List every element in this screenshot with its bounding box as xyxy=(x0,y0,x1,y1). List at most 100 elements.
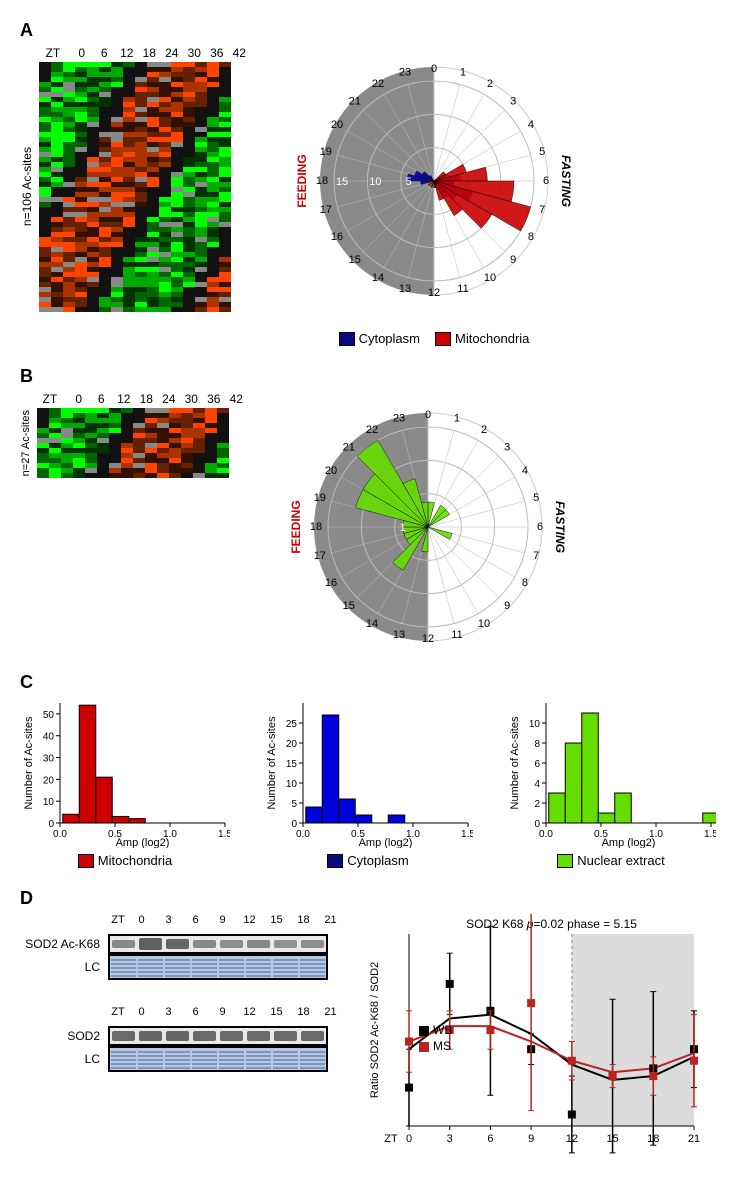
panel-c: C 010203040500.00.51.01.5Number of Ac-si… xyxy=(20,672,716,868)
svg-text:0.0: 0.0 xyxy=(539,829,553,840)
svg-text:20: 20 xyxy=(331,119,343,131)
svg-text:18: 18 xyxy=(310,521,322,533)
svg-text:13: 13 xyxy=(393,629,405,641)
svg-text:4: 4 xyxy=(522,465,528,477)
svg-text:3: 3 xyxy=(504,442,510,454)
svg-text:20: 20 xyxy=(325,465,337,477)
svg-text:20: 20 xyxy=(43,775,55,786)
svg-text:Number of Ac-sites: Number of Ac-sites xyxy=(266,716,278,809)
svg-text:17: 17 xyxy=(320,204,332,216)
svg-text:6: 6 xyxy=(537,521,543,533)
svg-text:13: 13 xyxy=(399,283,411,295)
svg-text:0: 0 xyxy=(425,409,431,421)
svg-text:1: 1 xyxy=(454,413,460,425)
svg-text:2: 2 xyxy=(534,799,540,810)
svg-text:23: 23 xyxy=(393,413,405,425)
rose-a-legend: CytoplasmMitochondria xyxy=(339,331,530,346)
svg-text:22: 22 xyxy=(372,78,384,90)
svg-text:23: 23 xyxy=(399,67,411,79)
panel-d: D ZT 036912151821 SOD2 Ac-K68LC ZT 03691… xyxy=(20,888,716,1159)
svg-text:50: 50 xyxy=(43,710,55,721)
svg-text:14: 14 xyxy=(366,618,378,630)
svg-text:7: 7 xyxy=(539,204,545,216)
svg-text:WB: WB xyxy=(433,1023,452,1037)
svg-text:9: 9 xyxy=(504,600,510,612)
svg-text:15: 15 xyxy=(343,600,355,612)
svg-text:Number of Ac-sites: Number of Ac-sites xyxy=(23,716,35,809)
svg-text:1.5: 1.5 xyxy=(704,829,716,840)
svg-text:0: 0 xyxy=(406,1133,412,1145)
hist-row: 010203040500.00.51.01.5Number of Ac-site… xyxy=(20,698,716,868)
hist-0-svg: 010203040500.00.51.01.5Number of Ac-site… xyxy=(20,698,230,848)
svg-text:15: 15 xyxy=(336,176,348,188)
svg-text:21: 21 xyxy=(343,442,355,454)
svg-text:4: 4 xyxy=(528,119,534,131)
svg-text:6: 6 xyxy=(487,1133,493,1145)
svg-text:0.0: 0.0 xyxy=(296,829,310,840)
svg-text:4: 4 xyxy=(534,779,540,790)
svg-text:12: 12 xyxy=(428,287,440,299)
svg-text:ZT: ZT xyxy=(384,1133,398,1145)
panel-c-label: C xyxy=(20,672,716,693)
panel-d-label: D xyxy=(20,888,716,909)
svg-text:9: 9 xyxy=(510,254,516,266)
svg-text:MS: MS xyxy=(433,1039,451,1053)
svg-text:11: 11 xyxy=(457,283,468,295)
rose-b-block: 012345678910111213141516171819202122231F… xyxy=(273,392,583,652)
rose-a: 0123456789101112131415161718192021222351… xyxy=(279,46,589,326)
svg-text:Amp (log2): Amp (log2) xyxy=(602,837,656,848)
svg-text:3: 3 xyxy=(510,96,516,108)
svg-text:7: 7 xyxy=(533,550,539,562)
svg-text:25: 25 xyxy=(286,719,298,730)
svg-text:Number of Ac-sites: Number of Ac-sites xyxy=(509,716,521,809)
heatmap-a-block: ZT 06121824303642 n=106 Ac-sites xyxy=(20,46,259,312)
ratio-chart-block: 036912151821SOD2 K68 p=0.02 phase = 5.15… xyxy=(364,914,704,1159)
zt-header-a: ZT xyxy=(46,46,66,60)
svg-text:21: 21 xyxy=(688,1133,700,1145)
svg-text:1.5: 1.5 xyxy=(461,829,473,840)
svg-text:9: 9 xyxy=(528,1133,534,1145)
rose-b: 012345678910111213141516171819202122231F… xyxy=(273,392,583,652)
hist-1-legend: Cytoplasm xyxy=(327,853,408,868)
hist-1: 05101520250.00.51.01.5Number of Ac-sites… xyxy=(263,698,473,868)
svg-text:1.5: 1.5 xyxy=(218,829,230,840)
hist-1-svg: 05101520250.00.51.01.5Number of Ac-sites… xyxy=(263,698,473,848)
svg-text:10: 10 xyxy=(484,272,496,284)
ratio-chart: 036912151821SOD2 K68 p=0.02 phase = 5.15… xyxy=(364,914,704,1154)
svg-text:19: 19 xyxy=(320,146,332,158)
svg-text:22: 22 xyxy=(366,424,378,436)
panel-a: A ZT 06121824303642 n=106 Ac-sites 01234… xyxy=(20,20,716,346)
hist-2-legend: Nuclear extract xyxy=(557,853,664,868)
svg-text:3: 3 xyxy=(447,1133,453,1145)
svg-text:10: 10 xyxy=(529,719,541,730)
svg-text:8: 8 xyxy=(528,231,534,243)
wb-block: ZT 036912151821 SOD2 Ac-K68LC ZT 0369121… xyxy=(20,914,344,1072)
svg-text:40: 40 xyxy=(43,732,55,743)
heatmap-a xyxy=(39,62,231,312)
svg-text:Amp (log2): Amp (log2) xyxy=(359,837,413,848)
svg-text:8: 8 xyxy=(522,577,528,589)
svg-text:Amp (log2): Amp (log2) xyxy=(116,837,170,848)
svg-text:15: 15 xyxy=(349,254,361,266)
svg-text:6: 6 xyxy=(534,759,540,770)
panel-b-label: B xyxy=(20,366,716,387)
svg-text:10: 10 xyxy=(43,797,55,808)
svg-text:11: 11 xyxy=(451,629,462,641)
svg-text:16: 16 xyxy=(325,577,337,589)
svg-text:30: 30 xyxy=(43,754,55,765)
rose-a-block: 0123456789101112131415161718192021222351… xyxy=(279,46,589,346)
zt-labels-b: 06121824303642 xyxy=(68,392,248,406)
svg-text:10: 10 xyxy=(478,618,490,630)
svg-text:16: 16 xyxy=(331,231,343,243)
svg-text:19: 19 xyxy=(314,492,326,504)
hist-2-svg: 02468100.00.51.01.5Number of Ac-sitesAmp… xyxy=(506,698,716,848)
svg-text:6: 6 xyxy=(543,175,549,187)
svg-text:5: 5 xyxy=(406,176,412,188)
svg-text:Ratio SOD2 Ac-K68 / SOD2: Ratio SOD2 Ac-K68 / SOD2 xyxy=(369,962,381,1098)
svg-text:2: 2 xyxy=(481,424,487,436)
svg-text:5: 5 xyxy=(533,492,539,504)
svg-text:15: 15 xyxy=(286,759,298,770)
svg-text:FASTING: FASTING xyxy=(553,501,567,553)
svg-text:1: 1 xyxy=(400,522,406,534)
svg-text:10: 10 xyxy=(286,779,298,790)
